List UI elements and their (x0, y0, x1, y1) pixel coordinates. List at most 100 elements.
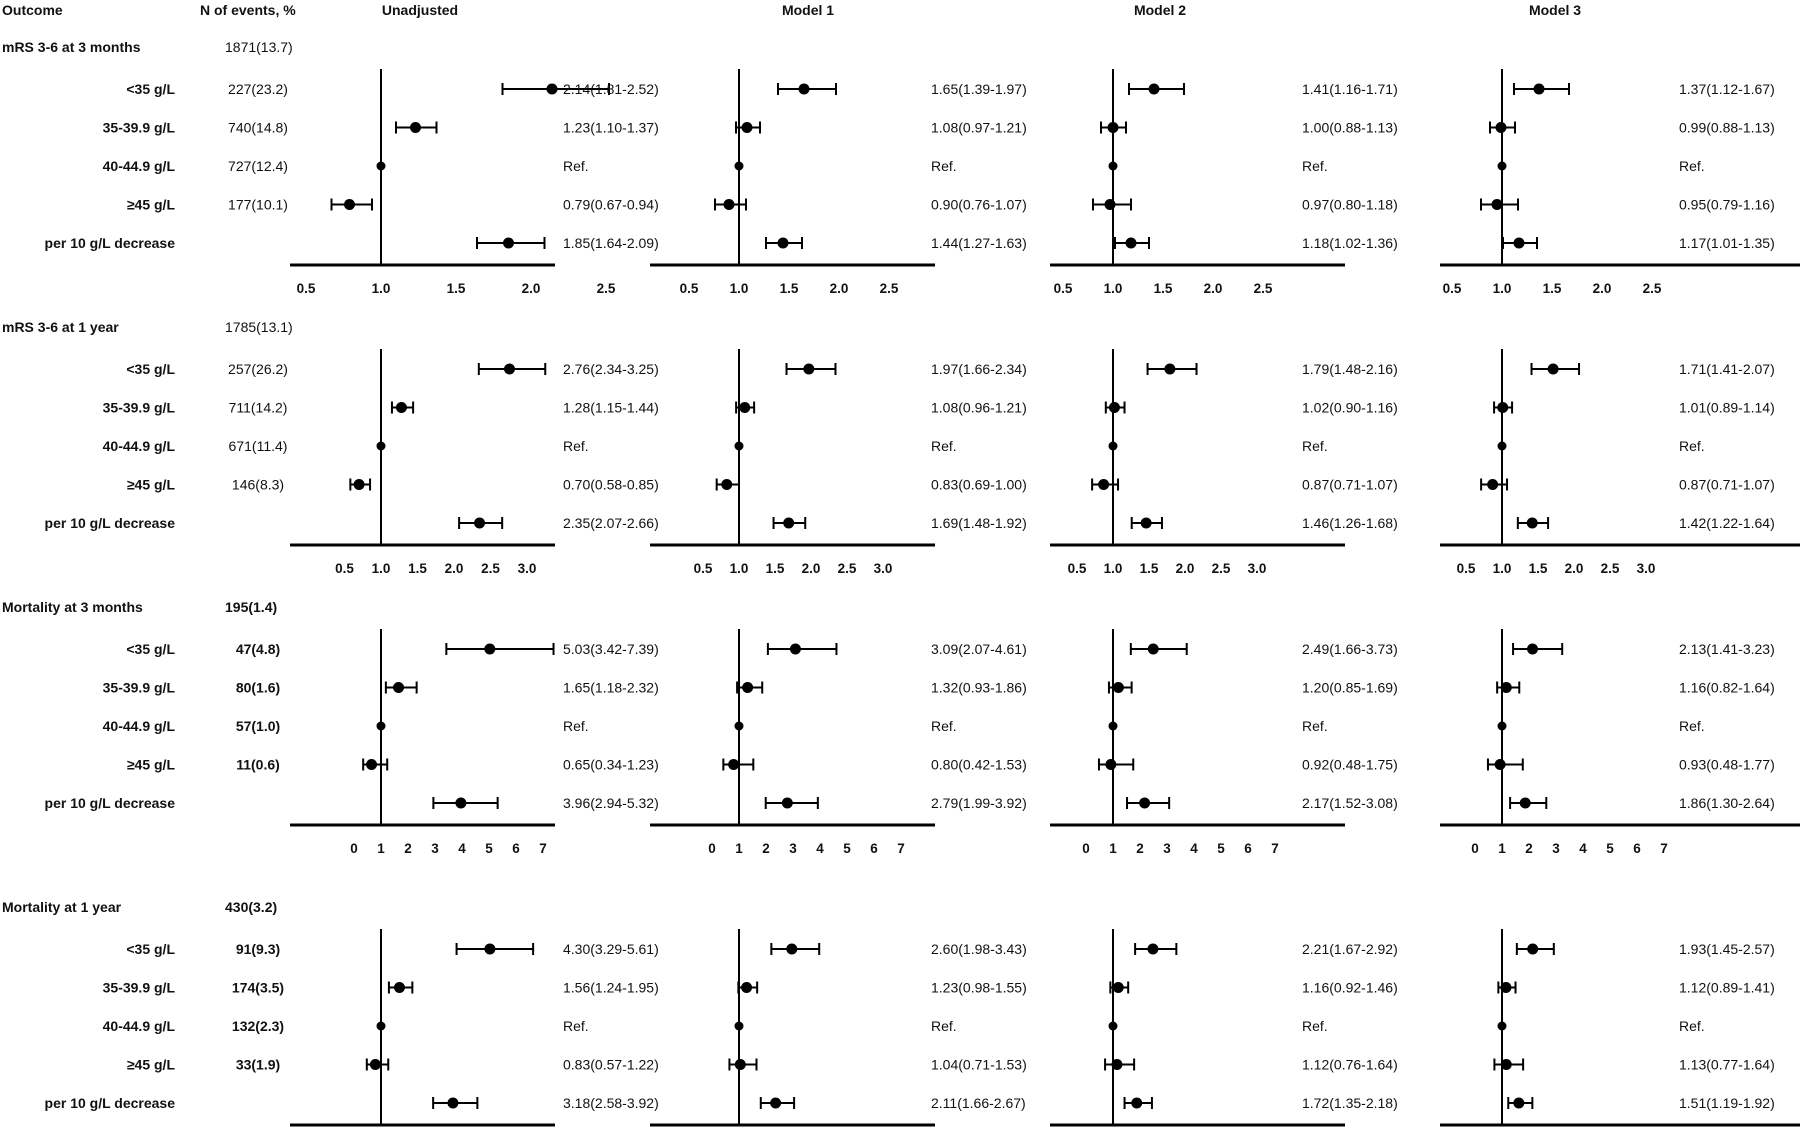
x-tick-label: 1.5 (1543, 281, 1562, 296)
estimate-text: 2.79(1.99-3.92) (931, 795, 1027, 811)
estimate-text: Ref. (563, 158, 589, 174)
estimate-text: Ref. (563, 718, 589, 734)
estimate-text: 1.44(1.27-1.63) (931, 235, 1027, 251)
estimate-text: Ref. (1302, 438, 1328, 454)
x-tick-label: 1 (377, 841, 385, 856)
estimate-text: 1.20(0.85-1.69) (1302, 680, 1398, 696)
estimate-text: 1.16(0.82-1.64) (1679, 680, 1775, 696)
point-estimate (734, 161, 744, 171)
estimate-text: 1.00(0.88-1.13) (1302, 120, 1398, 136)
point-estimate (1147, 943, 1159, 955)
x-tick-label: 7 (1660, 841, 1668, 856)
x-tick-label: 2.0 (1176, 561, 1195, 576)
x-tick-label: 1.5 (1529, 561, 1548, 576)
x-tick-label: 4 (816, 841, 824, 856)
x-tick-label: 0 (350, 841, 358, 856)
point-estimate (1108, 402, 1120, 413)
row-label: per 10 g/L decrease (45, 235, 176, 251)
row-label: ≥45 g/L (127, 757, 176, 773)
x-tick-label: 3 (1163, 841, 1171, 856)
estimate-text: 2.35(2.07-2.66) (563, 515, 659, 531)
estimate-text: 2.17(1.52-3.08) (1302, 795, 1398, 811)
point-estimate (1497, 441, 1507, 451)
x-tick-label: 0.5 (335, 561, 354, 576)
estimate-text: 1.65(1.39-1.97) (931, 81, 1027, 97)
point-estimate (1497, 402, 1509, 413)
estimate-text: 1.93(1.45-2.57) (1679, 941, 1775, 957)
x-tick-label: 0 (1471, 841, 1479, 856)
estimate-text: 0.97(0.80-1.18) (1302, 197, 1398, 213)
estimate-text: 0.93(0.48-1.77) (1679, 757, 1775, 773)
estimate-text: Ref. (931, 438, 957, 454)
point-estimate (1107, 122, 1119, 133)
point-estimate (1526, 517, 1538, 529)
estimate-text: 1.41(1.16-1.71) (1302, 81, 1398, 97)
row-label: 40-44.9 g/L (103, 1018, 176, 1034)
point-estimate (728, 759, 740, 770)
estimate-text: 0.79(0.67-0.94) (563, 197, 659, 213)
point-estimate (1500, 1059, 1512, 1070)
estimate-text: 1.23(0.98-1.55) (931, 980, 1027, 996)
row-label: 40-44.9 g/L (103, 158, 176, 174)
estimate-text: 2.76(2.34-3.25) (563, 361, 659, 377)
point-estimate (770, 1097, 782, 1109)
header-model-unadjusted: Unadjusted (382, 2, 458, 18)
panel-1: mRS 3-6 at 3 months 1871(13.7) <35 g/L 227(… (2, 39, 1800, 296)
row-events: 57(1.0) (236, 718, 280, 734)
x-tick-label: 4 (1579, 841, 1587, 856)
point-estimate (1147, 643, 1159, 655)
point-estimate (344, 199, 355, 210)
point-estimate (1108, 1021, 1118, 1031)
x-tick-label: 5 (1606, 841, 1614, 856)
x-tick-label: 2.0 (1204, 281, 1223, 296)
estimate-text: 1.72(1.35-2.18) (1302, 1095, 1398, 1111)
panel-3: Mortality at 3 months 195(1.4) <35 g/L 47(4… (2, 599, 1800, 856)
point-estimate (1164, 363, 1176, 375)
point-estimate (369, 1059, 381, 1070)
estimate-text: 2.60(1.98-3.43) (931, 941, 1027, 957)
point-estimate (376, 721, 386, 731)
point-estimate (1148, 83, 1160, 95)
estimate-text: 1.28(1.15-1.44) (563, 400, 659, 416)
x-tick-label: 0.5 (297, 281, 316, 296)
estimate-text: Ref. (1302, 158, 1328, 174)
point-estimate (1108, 721, 1118, 731)
x-tick-label: 3.0 (1637, 561, 1656, 576)
point-estimate (1500, 982, 1512, 993)
outcome-title: Mortality at 3 months (2, 599, 143, 615)
x-tick-label: 1.0 (1104, 561, 1123, 576)
column-headers: Outcome N of events, % Unadjusted Model … (2, 2, 1581, 18)
x-tick-label: 5 (485, 841, 493, 856)
estimate-text: 1.16(0.92-1.46) (1302, 980, 1398, 996)
x-tick-label: 2.5 (880, 281, 899, 296)
estimate-text: 0.95(0.79-1.16) (1679, 197, 1775, 213)
point-estimate (1513, 1097, 1525, 1109)
row-label: <35 g/L (126, 361, 175, 377)
point-estimate (1527, 943, 1539, 955)
point-estimate (1125, 237, 1137, 249)
point-estimate (803, 363, 815, 375)
estimate-text: 1.46(1.26-1.68) (1302, 515, 1398, 531)
estimate-text: Ref. (1679, 158, 1705, 174)
point-estimate (393, 982, 405, 993)
point-estimate (1513, 237, 1525, 249)
x-tick-label: 2 (1525, 841, 1533, 856)
row-label: per 10 g/L decrease (45, 795, 176, 811)
total-events: 430(3.2) (225, 899, 277, 915)
point-estimate (410, 122, 421, 133)
estimate-text: 1.37(1.12-1.67) (1679, 81, 1775, 97)
estimate-text: 1.04(0.71-1.53) (931, 1057, 1027, 1073)
estimate-text: 1.12(0.89-1.41) (1679, 980, 1775, 996)
row-label: ≥45 g/L (127, 1057, 176, 1073)
x-tick-label: 6 (512, 841, 520, 856)
estimate-text: 1.12(0.76-1.64) (1302, 1057, 1398, 1073)
row-label: per 10 g/L decrease (45, 515, 176, 531)
point-estimate (503, 237, 514, 249)
x-tick-label: 2.0 (830, 281, 849, 296)
row-events: 727(12.4) (228, 158, 288, 174)
estimate-text: 1.42(1.22-1.64) (1679, 515, 1775, 531)
row-label: 35-39.9 g/L (103, 120, 176, 136)
point-estimate (1497, 721, 1507, 731)
point-estimate (741, 122, 753, 133)
x-tick-label: 7 (1271, 841, 1279, 856)
